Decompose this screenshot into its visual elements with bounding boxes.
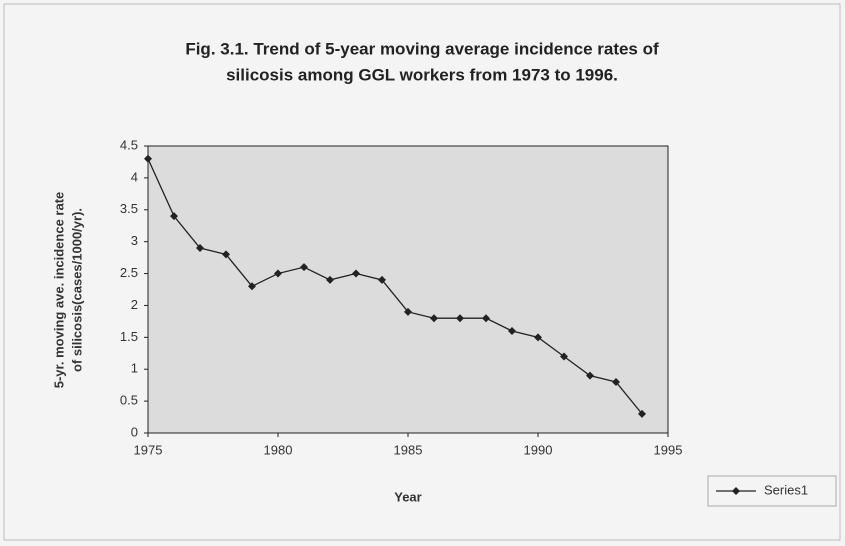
x-tick-label: 1985 [394,442,423,457]
data-point [534,333,542,342]
data-point [170,212,178,221]
data-point [560,352,568,361]
data-point [248,282,256,291]
y-axis-label: 5-yr. moving ave. incidence rate [51,192,66,389]
data-point [222,250,230,259]
chart-title: Fig. 3.1. Trend of 5-year moving average… [185,39,659,58]
y-tick-label: 2 [131,297,138,312]
data-point [508,326,516,335]
data-point [352,269,360,278]
chart-title: silicosis among GGL workers from 1973 to… [226,65,618,84]
y-tick-label: 3 [131,233,138,248]
data-point [456,314,464,323]
x-tick-label: 1995 [654,442,683,457]
data-point [378,275,386,284]
data-point [638,409,646,418]
x-tick-label: 1990 [524,442,553,457]
y-tick-label: 1 [131,361,138,376]
x-tick-label: 1980 [264,442,293,457]
data-point [144,154,152,163]
data-point [586,371,594,380]
data-point [404,307,412,316]
data-point [196,244,204,253]
plot-area [147,145,669,434]
y-tick-label: 0 [131,424,138,439]
data-point [430,314,438,323]
data-point [274,269,282,278]
legend-label: Series1 [764,482,808,497]
y-tick-label: 4.5 [120,137,138,152]
x-tick-label: 1975 [134,442,163,457]
data-point [326,275,334,284]
x-axis-label: Year [394,489,421,504]
y-tick-label: 0.5 [120,393,138,408]
legend-marker [732,487,740,495]
data-point [482,314,490,323]
series-line [147,158,643,415]
data-point [612,377,620,386]
y-axis-label: of silicosis(cases/1000/yr). [69,208,84,372]
data-point [300,263,308,272]
y-tick-label: 1.5 [120,329,138,344]
y-tick-label: 3.5 [120,201,138,216]
y-tick-label: 4 [131,169,138,184]
y-tick-label: 2.5 [120,265,138,280]
